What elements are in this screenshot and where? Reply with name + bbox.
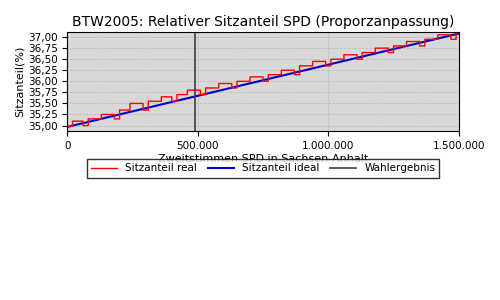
Title: BTW2005: Relativer Sitzanteil SPD (Proporzanpassung): BTW2005: Relativer Sitzanteil SPD (Propo… — [72, 15, 454, 29]
Sitzanteil real — [328, 57, 334, 61]
Line: Sitzanteil real: Sitzanteil real — [68, 33, 459, 127]
Sitzanteil real — [64, 125, 70, 129]
Sitzanteil real — [416, 44, 422, 48]
Y-axis label: Sitzanteil(%): Sitzanteil(%) — [15, 46, 25, 117]
X-axis label: Zweitstimmen SPD in Sachsen-Anhalt: Zweitstimmen SPD in Sachsen-Anhalt — [158, 154, 368, 164]
Sitzanteil real — [456, 31, 462, 34]
Sitzanteil real — [234, 86, 240, 90]
Legend: Sitzanteil real, Sitzanteil ideal, Wahlergebnis: Sitzanteil real, Sitzanteil ideal, Wahle… — [87, 159, 440, 178]
Sitzanteil real — [296, 73, 302, 76]
Sitzanteil real — [296, 64, 302, 68]
Sitzanteil real — [322, 60, 328, 63]
Sitzanteil real — [453, 31, 459, 34]
